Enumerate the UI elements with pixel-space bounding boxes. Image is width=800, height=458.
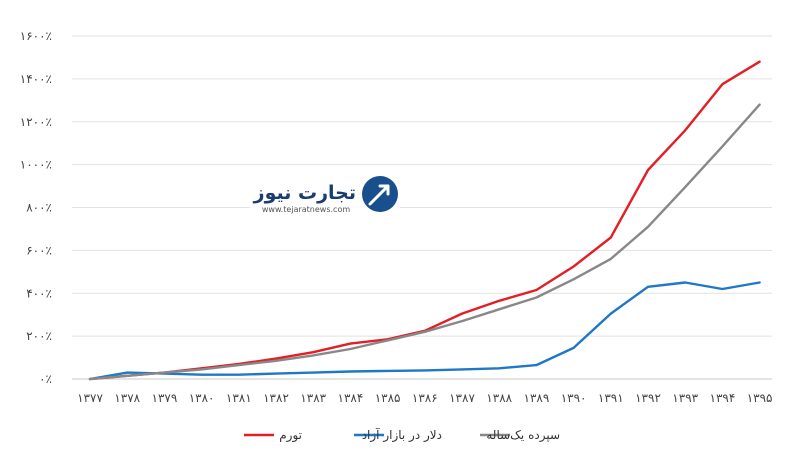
- y-tick-label: ۶۰۰٪: [26, 243, 52, 257]
- logo-arrow-icon: [368, 184, 390, 206]
- x-tick-label: ۱۳۸۶: [412, 391, 438, 405]
- x-tick-label: ۱۳۹۲: [635, 391, 661, 405]
- x-tick-label: ۱۳۸۸: [486, 391, 512, 405]
- x-tick-label: ۱۳۹۵: [747, 391, 773, 405]
- series-lines: [88, 60, 761, 381]
- watermark-background: [246, 168, 404, 220]
- y-tick-label: ۱۶۰۰٪: [20, 29, 52, 43]
- y-tick-label: ۱۰۰۰٪: [20, 158, 52, 172]
- series-line-2: [88, 103, 761, 381]
- watermark-logo: تجارت نیوز www.tejaratnews.com: [246, 168, 404, 220]
- watermark-brand: تجارت نیوز: [253, 182, 356, 204]
- x-tick-label: ۱۳۹۴: [710, 391, 736, 405]
- x-tick-label: ۱۳۷۹: [152, 391, 178, 405]
- y-tick-label: ۴۰۰٪: [26, 286, 52, 300]
- y-tick-label: ۲۰۰٪: [26, 329, 52, 343]
- watermark-url: www.tejaratnews.com: [262, 205, 350, 214]
- x-axis-ticks: ۱۳۷۷ ۱۳۷۸ ۱۳۷۹ ۱۳۸۰ ۱۳۸۱ ۱۳۸۲ ۱۳۸۳ ۱۳۸۴ ۱۳۸۵ ۱۳۸۶…: [77, 391, 772, 405]
- y-tick-label: ۸۰۰٪: [26, 201, 52, 215]
- x-tick-label: ۱۳۷۸: [114, 391, 140, 405]
- x-tick-label: ۱۳۹۳: [672, 391, 698, 405]
- y-tick-label: ۱۲۰۰٪: [20, 115, 52, 129]
- x-tick-label: ۱۳۸۷: [449, 391, 475, 405]
- grid-lines: [72, 35, 772, 380]
- x-tick-label: ۱۳۸۹: [524, 391, 550, 405]
- legend-label: سپرده یک‌ساله: [486, 428, 560, 443]
- x-tick-label: ۱۳۸۲: [263, 391, 289, 405]
- x-tick-label: ۱۳۸۱: [226, 391, 252, 405]
- legend: تورم دلار در بازار آزاد سپرده یک‌ساله: [244, 427, 560, 443]
- series-line-1: [88, 281, 761, 381]
- x-tick-label: ۱۳۸۴: [338, 391, 364, 405]
- x-tick-label: ۱۳۹۰: [561, 391, 587, 405]
- legend-label: تورم: [279, 428, 302, 443]
- x-tick-label: ۱۳۸۰: [189, 391, 215, 405]
- y-tick-label: ۰٪: [39, 372, 52, 386]
- x-tick-label: ۱۳۹۱: [598, 391, 624, 405]
- x-tick-label: ۱۳۸۳: [300, 391, 326, 405]
- legend-label: دلار در بازار آزاد: [362, 427, 442, 443]
- x-tick-label: ۱۳۷۷: [77, 391, 103, 405]
- y-tick-label: ۱۴۰۰٪: [20, 72, 52, 86]
- y-axis-ticks: ۰٪ ۲۰۰٪ ۴۰۰٪ ۶۰۰٪ ۸۰۰٪ ۱۰۰۰٪ ۱۲۰۰٪ ۱۴۰۰٪ ۱۶۰۰٪: [20, 29, 52, 386]
- x-tick-label: ۱۳۸۵: [375, 391, 401, 405]
